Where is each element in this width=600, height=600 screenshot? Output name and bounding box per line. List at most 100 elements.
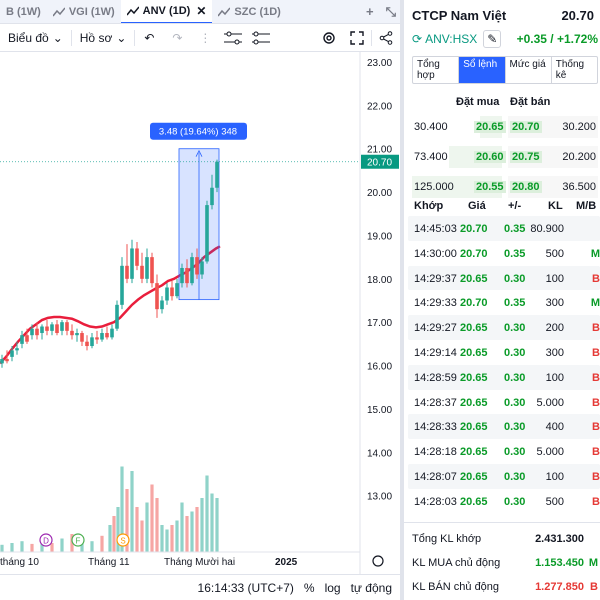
trade-change: 0.30	[504, 470, 526, 483]
total-volume-value: 2.431.300	[535, 533, 584, 545]
tab-summary[interactable]: Tổng hợp	[413, 57, 460, 83]
candle-body	[5, 359, 9, 362]
trade-time: 14:45:03	[414, 223, 457, 235]
symbol-row: ⟳ ANV:HSX ✎ +0.35 / +1.72%	[412, 30, 598, 48]
event-marker	[71, 533, 85, 547]
candle-body	[165, 287, 169, 301]
share-icon[interactable]	[372, 24, 400, 52]
redo-icon[interactable]: ↷	[172, 30, 183, 45]
orderbook-row[interactable]: 125.000 20.55 20.80 36.500	[412, 176, 598, 198]
trade-row[interactable]: 14:28:37 20.65 0.30 5.000 B	[408, 390, 600, 415]
volume-bar	[175, 520, 179, 552]
trade-row[interactable]: 14:29:14 20.65 0.30 300 B	[408, 340, 600, 365]
volume-bar	[145, 502, 149, 552]
tab-szc-1d[interactable]: SZC (1D)	[212, 0, 286, 23]
chevron-down-icon: ⌄	[116, 30, 127, 45]
tab-price-levels[interactable]: Mức giá	[506, 57, 552, 83]
trade-row[interactable]: 14:28:59 20.65 0.30 100 B	[408, 364, 600, 390]
candle-body	[185, 267, 189, 284]
tab-label: SZC (1D)	[234, 5, 281, 18]
volume-bar	[40, 542, 44, 552]
price-tick-label: 15.00	[367, 405, 392, 416]
orderbook-row[interactable]: 30.400 20.65 20.70 30.200	[412, 116, 598, 138]
candle-body	[195, 257, 199, 275]
trade-row[interactable]: 14:28:33 20.65 0.30 400 B	[408, 414, 600, 440]
orderbook-row[interactable]: 73.400 20.60 20.75 20.200	[412, 146, 598, 168]
collapse-icon[interactable]: ⤡	[385, 4, 396, 19]
time-header: Khớp	[414, 200, 444, 212]
add-tab-button[interactable]: +	[366, 4, 374, 19]
trade-row[interactable]: 14:30:00 20.70 0.35 500 M	[408, 241, 600, 266]
trade-change: 0.30	[504, 346, 526, 359]
tab-vgi-1w[interactable]: VGI (1W)	[47, 0, 121, 23]
trade-volume: 200	[545, 322, 564, 335]
time-axis-label: Tháng 11	[88, 557, 130, 568]
ask-header: Đặt bán	[510, 96, 551, 108]
trade-time: 14:29:27	[414, 322, 457, 335]
trade-side: M	[590, 297, 600, 310]
candle-body	[180, 267, 184, 284]
price-header: Giá	[468, 200, 486, 212]
tab-statistics[interactable]: Thống kê	[555, 59, 585, 81]
trade-side: B	[592, 495, 600, 508]
compare-icon[interactable]	[247, 24, 275, 52]
time-axis-label: 2025	[275, 557, 298, 568]
candle-body	[25, 335, 29, 342]
undo-icon[interactable]: ↶	[144, 30, 155, 45]
price-chart[interactable]: 23.00 22.00 21.00 20.00 19.00 18.00 17.00 16.00…	[0, 52, 400, 600]
percent-toggle[interactable]: %	[303, 580, 315, 595]
profile-dropdown[interactable]: Hồ sơ ⌄	[72, 24, 135, 52]
trade-side: B	[592, 421, 600, 434]
trade-price: 20.70	[460, 297, 488, 310]
chart-type-dropdown[interactable]: Biểu đồ ⌄	[0, 24, 71, 52]
trade-price: 20.65	[460, 322, 488, 335]
bid-header: Đặt mua	[456, 96, 500, 108]
fullscreen-icon[interactable]	[343, 24, 371, 52]
price-tick-label: 14.00	[367, 448, 392, 459]
side-header: M/B	[576, 200, 597, 212]
trade-time: 14:28:03	[414, 495, 457, 508]
candle-body	[50, 324, 54, 331]
trade-change: 0.30	[504, 421, 526, 434]
trade-side: B	[592, 396, 600, 409]
trade-volume: 300	[545, 346, 564, 359]
trade-row[interactable]: 14:28:18 20.65 0.30 5.000 B	[408, 439, 600, 464]
trade-row[interactable]: 14:29:27 20.65 0.30 200 B	[408, 315, 600, 340]
candle-body	[15, 348, 19, 351]
ask-price: 20.75	[510, 151, 542, 163]
chart-canvas[interactable]: 23.00 22.00 21.00 20.00 19.00 18.00 17.00 16.00…	[0, 52, 400, 574]
trade-row[interactable]: 14:29:37 20.65 0.30 100 B	[408, 265, 600, 291]
trade-row[interactable]: 14:29:33 20.70 0.35 300 M	[408, 290, 600, 315]
trades-header: Khớp Giá +/- KL M/B	[404, 198, 600, 214]
close-icon[interactable]: ✕	[196, 3, 207, 18]
trade-row[interactable]: 14:28:07 20.65 0.30 100 B	[408, 463, 600, 489]
log-toggle[interactable]: log	[324, 580, 341, 595]
tab-order-book[interactable]: Sổ lệnh	[459, 57, 506, 83]
volume-bar	[130, 471, 134, 552]
drag-handle-icon[interactable]: ⋮	[199, 30, 212, 45]
indicator-icon[interactable]	[219, 24, 247, 52]
trade-row[interactable]: 14:45:03 20.70 0.35 80.900	[408, 216, 600, 241]
total-volume-label: Tổng KL khớp	[412, 533, 482, 545]
trade-volume: 100	[545, 272, 564, 285]
candle-body	[100, 333, 104, 340]
volume-bar	[135, 507, 139, 552]
bid-price: 20.55	[474, 181, 506, 193]
trade-price: 20.65	[460, 495, 488, 508]
event-marker-label: F	[76, 537, 81, 546]
tab-b-1w[interactable]: B (1W)	[0, 0, 47, 23]
tab-anv-1d[interactable]: ANV (1D) ✕	[120, 0, 213, 23]
candle-body	[200, 261, 204, 275]
trade-volume: 100	[545, 470, 564, 483]
gear-icon[interactable]	[315, 24, 343, 52]
panel-tabs: Tổng hợp Sổ lệnh Mức giá Thống kê	[412, 56, 598, 84]
trade-time: 14:29:33	[414, 297, 457, 310]
symbol-link[interactable]: ⟳ ANV:HSX	[412, 32, 477, 46]
trade-time: 14:28:33	[414, 421, 457, 434]
edit-button[interactable]: ✎	[483, 30, 502, 48]
measure-arrow-head	[195, 149, 203, 157]
auto-toggle[interactable]: tự động	[350, 580, 392, 595]
trade-time: 14:28:07	[414, 470, 457, 483]
trade-row[interactable]: 14:28:03 20.65 0.30 500 B	[408, 489, 600, 514]
